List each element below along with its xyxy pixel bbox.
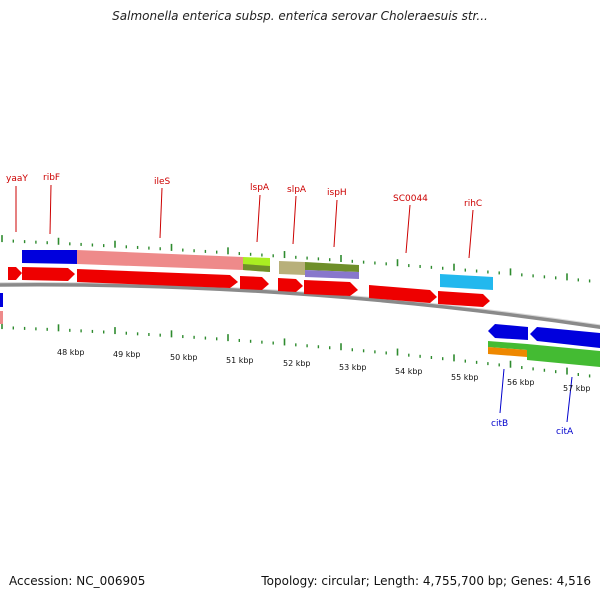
feature-row-forward [8,267,490,307]
callout-line-citA [566,376,573,423]
kbp-label: 50 kbp [170,353,198,362]
callout-line-ribF [49,184,52,235]
kbp-label: 49 kbp [113,350,141,359]
feature-fragment-pink [0,311,3,324]
feature-row-outer [22,250,493,290]
feature-arrow-lspA[interactable] [240,276,269,290]
feature-row-inner [488,341,600,367]
feature-arrow-yaaY[interactable] [8,267,22,280]
feature-fragment-blue [0,293,3,307]
feature-row-reverse [488,324,600,348]
feature-arrow-citA[interactable] [530,327,600,348]
kbp-label: 51 kbp [226,356,254,365]
callout-line-citB [499,368,505,414]
gene-label-citA[interactable]: citA [556,427,574,437]
feature-arrow-ribF[interactable] [22,267,75,281]
feature-arrow-rihC[interactable] [438,291,490,307]
kbp-label: 52 kbp [283,359,311,368]
accession-text: Accession: NC_006905 [9,574,146,588]
feature-ispH-block[interactable] [305,262,359,272]
feature-ribF-block[interactable] [22,250,77,264]
gene-labels: yaaY ribF ileS lspA slpA ispH SC0044 rih… [6,173,574,437]
genome-summary-text: Topology: circular; Length: 4,755,700 bp… [261,574,591,588]
gene-label-citB[interactable]: citB [491,419,508,429]
kbp-label: 53 kbp [339,363,367,372]
inner-tick-ring [1,322,591,378]
feature-arrow-SC0044[interactable] [369,285,437,303]
kbp-label: 54 kbp [395,367,423,376]
map-title: Salmonella enterica subsp. enterica sero… [112,9,488,23]
callout-line-ileS [159,187,163,239]
callout-line-slpA [292,195,297,245]
gene-label-ispH[interactable]: ispH [327,188,347,198]
callout-line-SC0044 [405,204,411,254]
genome-backbone [0,282,600,329]
feature-lspA-block-shade [243,264,270,272]
kbp-label: 48 kbp [57,348,85,357]
feature-ileS-block[interactable] [77,250,243,270]
gene-label-lspA[interactable]: lspA [250,183,270,193]
callout-line-ispH [333,199,338,248]
gene-label-slpA[interactable]: slpA [287,185,307,195]
callout-line-lspA [256,194,261,243]
gene-label-SC0044[interactable]: SC0044 [393,194,428,204]
feature-ispH-block-lower[interactable] [305,270,359,279]
gene-label-ribF[interactable]: ribF [43,173,60,183]
kbp-label: 56 kbp [507,378,535,387]
outer-tick-ring [1,235,591,283]
gene-callouts [15,184,573,423]
callout-line-rihC [468,209,474,259]
kbp-label: 55 kbp [451,373,479,382]
gene-label-rihC[interactable]: rihC [464,199,482,209]
gene-label-ileS[interactable]: ileS [154,177,171,187]
feature-arrow-ileS[interactable] [77,269,238,288]
feature-rihC-block[interactable] [440,274,493,290]
genome-backbone-highlight [0,282,600,326]
gene-label-yaaY[interactable]: yaaY [6,174,28,184]
feature-slpA-block[interactable] [279,261,305,275]
feature-arrow-ispH[interactable] [304,280,358,296]
feature-citB-orange[interactable] [488,347,527,357]
feature-arrow-citB[interactable] [488,324,528,340]
feature-citA-green[interactable] [527,344,600,367]
kbp-scale: 48 kbp 49 kbp 50 kbp 51 kbp 52 kbp 53 kb… [57,348,591,393]
kbp-label: 57 kbp [563,384,591,393]
feature-arrow-slpA[interactable] [278,278,303,292]
